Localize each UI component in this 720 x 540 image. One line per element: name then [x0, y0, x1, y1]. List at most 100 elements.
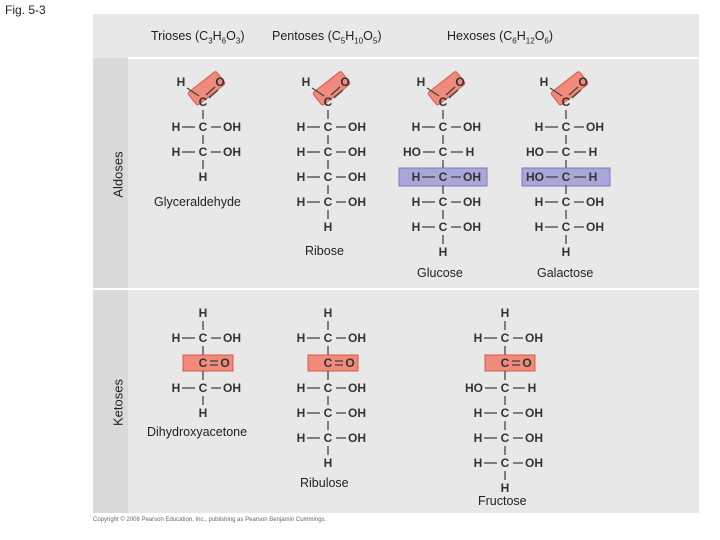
atom-label: H — [172, 331, 181, 345]
atom-label: C — [501, 331, 510, 345]
carbonyl-highlight — [307, 354, 359, 372]
atom-label: C — [501, 431, 510, 445]
atom-label: HO — [465, 381, 483, 395]
atom-label: OH — [463, 120, 481, 134]
atom-label: OH — [525, 456, 543, 470]
ribulose-structure: HH C OHC OH C OHH C OHH C OHH — [297, 306, 366, 470]
atom-label: O — [455, 75, 464, 89]
name-ribulose: Ribulose — [300, 476, 349, 490]
atom-label: C — [324, 431, 333, 445]
atom-label: H — [297, 120, 306, 134]
atom-label: H — [297, 331, 306, 345]
atom-label: OH — [463, 195, 481, 209]
bond-line — [549, 87, 563, 97]
atom-label: OH — [586, 195, 604, 209]
atom-label: H — [177, 75, 186, 89]
atom-label: OH — [525, 406, 543, 420]
atom-label: C — [562, 220, 571, 234]
ribose-structure: H OCH C OHH C OHH C OHH C OHH — [297, 71, 366, 234]
atom-label: C — [324, 120, 333, 134]
row-label-ketoses: Ketoses — [110, 379, 126, 426]
carbonyl-highlight — [187, 71, 226, 106]
carbonyl-highlight — [182, 354, 234, 372]
bond-line — [208, 89, 219, 99]
atom-label: O — [578, 75, 587, 89]
atom-label: HO — [403, 145, 421, 159]
atom-label: OH — [348, 120, 366, 134]
atom-label: C — [324, 356, 333, 370]
name-fructose: Fructose — [478, 494, 527, 508]
atom-label: H — [324, 456, 333, 470]
atom-label: OH — [525, 331, 543, 345]
fructose-structure: HH C OHC OHO C HH C OHH C OHH C OHH — [465, 306, 543, 495]
atom-label: C — [439, 195, 448, 209]
atom-label: C — [199, 120, 208, 134]
atom-label: H — [324, 220, 333, 234]
atom-label: C — [324, 406, 333, 420]
row-label-column — [93, 58, 128, 513]
atom-label: C — [439, 145, 448, 159]
atom-label: H — [324, 306, 333, 320]
carbonyl-highlight — [484, 354, 536, 372]
atom-label: OH — [223, 381, 241, 395]
row-label-aldoses: Aldoses — [110, 151, 126, 198]
bond-line — [445, 86, 456, 96]
atom-label: C — [439, 220, 448, 234]
atom-label: OH — [348, 381, 366, 395]
name-galactose: Galactose — [537, 266, 594, 280]
atom-label: H — [199, 306, 208, 320]
atom-label: H — [172, 145, 181, 159]
atom-label: H — [199, 170, 208, 184]
bond-line — [426, 87, 440, 97]
name-glyceraldehyde: Glyceraldehyde — [154, 195, 241, 209]
atom-label: H — [297, 170, 306, 184]
atom-label: H — [501, 481, 510, 495]
atom-label: C — [324, 195, 333, 209]
atom-label: H — [302, 75, 311, 89]
atom-label: C — [439, 95, 448, 109]
atom-label: OH — [223, 120, 241, 134]
bond-line — [311, 87, 325, 97]
atom-label: C — [324, 331, 333, 345]
atom-label: C — [501, 356, 510, 370]
atom-label: H — [501, 306, 510, 320]
bond-line — [568, 86, 579, 96]
atom-label: H — [474, 331, 483, 345]
atom-label: O — [345, 356, 354, 370]
atom-label: H — [297, 145, 306, 159]
atom-label: C — [199, 356, 208, 370]
atom-label: OH — [348, 195, 366, 209]
column-header-pentoses: Pentoses (C5H10O5) — [272, 29, 382, 46]
atom-label: C — [501, 456, 510, 470]
atom-label: H — [412, 195, 421, 209]
atom-label: O — [220, 356, 229, 370]
atom-label: C — [199, 145, 208, 159]
atom-label: H — [412, 220, 421, 234]
atom-label: OH — [223, 331, 241, 345]
atom-label: H — [439, 245, 448, 259]
atom-label: H — [589, 170, 598, 184]
column-header-hexoses: Hexoses (C6H12O6) — [447, 29, 554, 46]
atom-label: C — [562, 120, 571, 134]
bond-line — [330, 86, 341, 96]
header-divider — [128, 57, 699, 59]
name-glucose: Glucose — [417, 266, 463, 280]
atom-label: C — [324, 95, 333, 109]
atom-label: O — [522, 356, 531, 370]
atom-label: H — [417, 75, 426, 89]
atom-label: H — [466, 145, 475, 159]
atom-label: C — [439, 170, 448, 184]
bond-line — [571, 89, 582, 99]
atom-label: C — [501, 406, 510, 420]
atom-label: OH — [463, 220, 481, 234]
atom-label: OH — [223, 145, 241, 159]
atom-label: C — [324, 170, 333, 184]
atom-label: H — [535, 120, 544, 134]
atom-label: HO — [526, 170, 544, 184]
bond-line — [186, 87, 200, 97]
atom-label: H — [474, 431, 483, 445]
glyceraldehyde-structure: H OCH C OHH C OHH — [172, 71, 241, 184]
atom-label: OH — [463, 170, 481, 184]
